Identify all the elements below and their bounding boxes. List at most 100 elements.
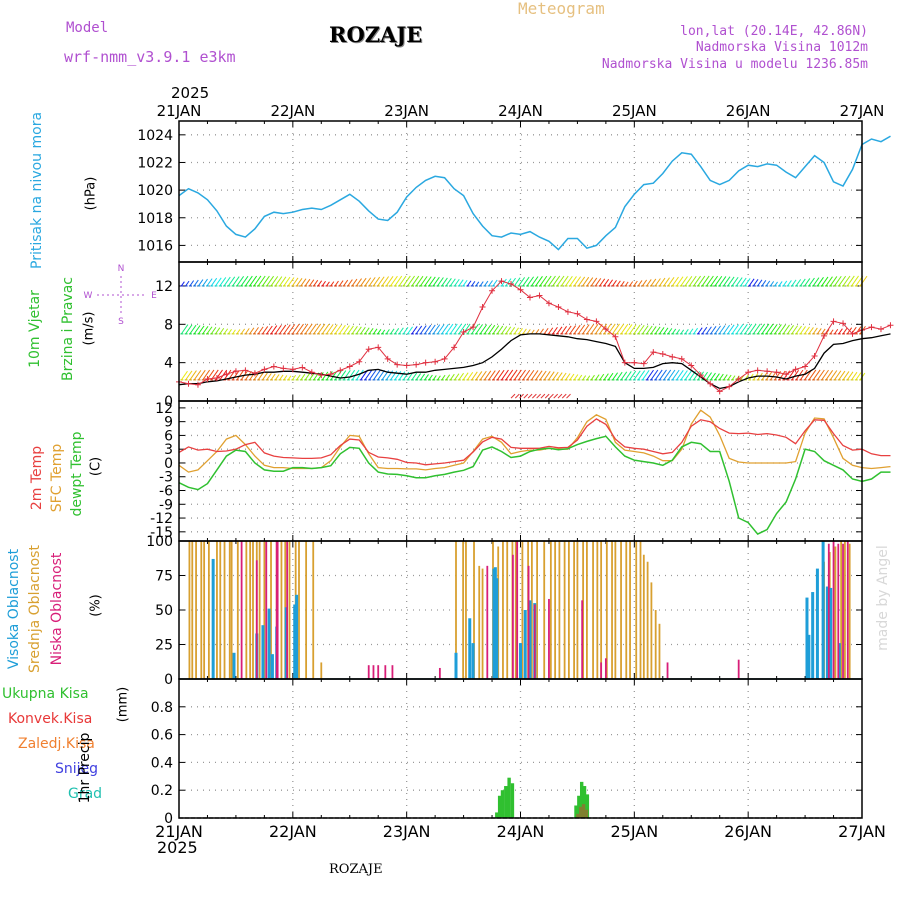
- wind-barb: [471, 323, 479, 335]
- wind-barb: [368, 277, 376, 287]
- gust-marker: [223, 371, 230, 378]
- y-tick-label: 0.4: [151, 755, 173, 771]
- wind-barb: [462, 372, 469, 381]
- wind-barb: [385, 276, 394, 287]
- wind-barb: [394, 371, 402, 381]
- cloud-bar-low: [581, 600, 584, 679]
- wind-barb: [680, 329, 685, 335]
- precip-bar: [500, 790, 505, 818]
- wind-barb: [304, 323, 313, 335]
- wind-barb: [680, 276, 688, 287]
- wind-barb: [270, 373, 276, 381]
- wind-barb: [300, 373, 306, 381]
- wind-barb: [432, 276, 440, 287]
- y-tick-label: -3: [159, 470, 173, 486]
- cloud-bar-low: [516, 541, 519, 679]
- gust-marker: [460, 328, 467, 335]
- wind-barb: [548, 371, 555, 381]
- wind-barb: [838, 275, 847, 287]
- wind-barb: [667, 369, 676, 381]
- wind-barb: [761, 280, 767, 287]
- y-tick-label: 1018: [137, 211, 173, 227]
- wind-barb: [296, 374, 301, 381]
- wind-barb: [778, 281, 783, 287]
- gust-marker: [735, 375, 742, 382]
- wind-barb: [530, 329, 535, 335]
- wind-barb: [624, 324, 633, 335]
- wind-barb: [364, 369, 373, 381]
- wind-barb: [257, 372, 264, 381]
- wind-barb: [765, 323, 774, 335]
- wind-barb: [629, 324, 637, 335]
- wind-barb: [458, 323, 467, 335]
- wind-barb: [693, 327, 699, 335]
- wind-barb: [347, 325, 354, 335]
- wind-barb: [624, 371, 632, 381]
- footer-station: ROZAJE: [329, 862, 383, 877]
- wind-barb: [603, 278, 610, 287]
- wind-barb: [501, 326, 508, 335]
- wind-barb: [514, 393, 520, 399]
- wind-barb: [663, 369, 672, 381]
- y-tick-label: 0: [164, 672, 173, 688]
- wind-barb: [484, 280, 489, 287]
- x-tick-label-top: 21JAN: [157, 102, 202, 120]
- wind-barb: [330, 324, 338, 335]
- wind-barb: [424, 324, 432, 335]
- cloud-bar-low: [275, 541, 278, 679]
- wind-barb: [223, 369, 232, 381]
- y-tick-label: 1024: [137, 128, 173, 144]
- cloud-bar-low: [832, 541, 835, 679]
- y-tick-label: 0: [164, 456, 173, 472]
- wind-barb: [706, 326, 712, 335]
- wind-barb: [355, 326, 362, 335]
- wind-barb: [509, 327, 516, 335]
- wind-barb: [676, 369, 684, 381]
- cloud-bar-high: [284, 607, 288, 679]
- gust-marker: [185, 380, 192, 387]
- wind-barb: [232, 329, 236, 335]
- wind-barb: [582, 324, 590, 335]
- wind-barb: [770, 281, 775, 287]
- wind-barb: [415, 373, 422, 381]
- wind-barb: [569, 276, 577, 287]
- wind-barb: [641, 279, 648, 287]
- wind-barb: [291, 374, 297, 381]
- wind-barb: [548, 275, 556, 287]
- cloud-bar-low: [255, 560, 258, 679]
- wind-barb: [684, 328, 689, 335]
- wind-barb: [313, 279, 319, 287]
- gust-marker: [545, 300, 552, 307]
- wind-barb: [778, 324, 786, 335]
- x-tick-label-top: 26JAN: [726, 102, 771, 120]
- wind-barb: [347, 369, 356, 381]
- wind-barb: [368, 327, 374, 335]
- wind-barb: [432, 375, 437, 381]
- wind-barb: [838, 328, 843, 335]
- wind-barb: [851, 371, 858, 381]
- wind-barb: [475, 281, 480, 287]
- wind-barb: [274, 324, 282, 335]
- wind-barb: [782, 280, 788, 287]
- wind-barb: [629, 370, 637, 381]
- gust-marker: [716, 388, 723, 395]
- wind-barb: [189, 324, 197, 335]
- wind-barb: [565, 325, 572, 335]
- gust-marker: [631, 359, 638, 366]
- wind-barb: [543, 275, 552, 287]
- wind-barb: [236, 329, 241, 335]
- cloud-bar-low: [527, 565, 530, 679]
- precip-bar: [584, 809, 589, 818]
- cloud-bar-low: [604, 658, 607, 679]
- wind-barb: [505, 278, 512, 287]
- wind-barb: [407, 326, 413, 335]
- wind-barb: [560, 372, 567, 381]
- x-tick-label-top: 27JAN: [840, 102, 885, 120]
- y-tick-label: -6: [159, 484, 173, 500]
- wind-barb: [253, 327, 259, 335]
- cloud-bar-high: [805, 597, 809, 679]
- wind-barb: [304, 278, 311, 287]
- wind-barb: [799, 326, 806, 335]
- wind-barb: [770, 371, 777, 381]
- wind-barb: [549, 393, 554, 399]
